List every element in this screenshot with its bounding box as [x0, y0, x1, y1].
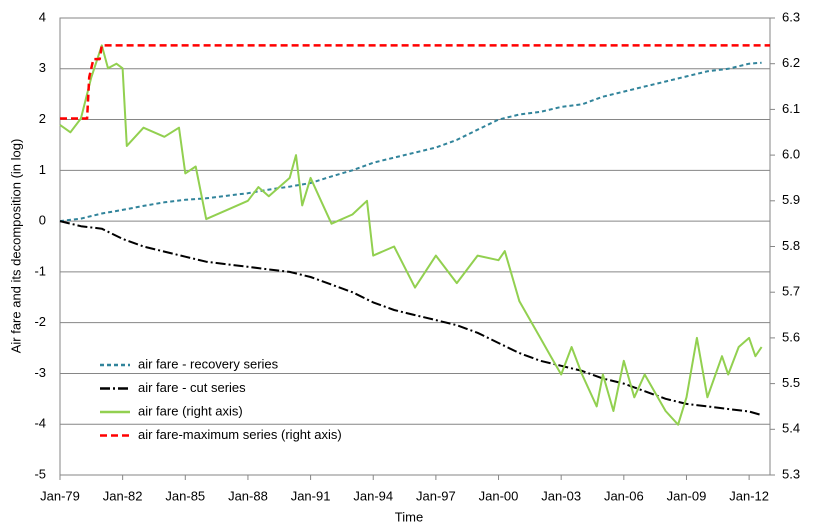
y-tick-label: -4	[34, 416, 46, 431]
plot-border	[59, 17, 771, 476]
x-tick-label: Jan-00	[479, 488, 519, 503]
series-line	[59, 61, 762, 223]
series-line	[60, 44, 770, 120]
legend-label: air fare-maximum series (right axis)	[138, 427, 342, 442]
y-tick-label: 3	[39, 60, 46, 75]
x-tick-label: Jan-91	[291, 488, 331, 503]
y2-tick-label: 6.2	[782, 55, 800, 70]
y2-tick-label: 6.0	[782, 147, 800, 162]
y2-tick-label: 5.4	[782, 421, 800, 436]
y2-tick-label: 5.3	[782, 466, 800, 481]
x-tick-label: Jan-06	[604, 488, 644, 503]
y2-tick-label: 5.5	[782, 375, 800, 390]
series-line	[59, 220, 762, 417]
y2-tick-label: 5.7	[782, 284, 800, 299]
x-tick-label: Jan-94	[353, 488, 393, 503]
x-tick-label: Jan-82	[103, 488, 143, 503]
x-tick-label: Jan-97	[416, 488, 456, 503]
y-tick-label: -1	[34, 263, 46, 278]
x-axis-label: Time	[395, 509, 423, 524]
y-tick-label: 2	[39, 111, 46, 126]
y-axis-label: Air fare and its decomposition (in log)	[8, 139, 23, 354]
x-tick-label: Jan-12	[729, 488, 769, 503]
y-tick-label: 0	[39, 213, 46, 228]
y-tick-label: 1	[39, 162, 46, 177]
y2-tick-label: 6.3	[782, 9, 800, 24]
y-tick-label: -5	[34, 466, 46, 481]
y-tick-label: 4	[39, 9, 46, 24]
legend-label: air fare (right axis)	[138, 403, 243, 418]
x-tick-label: Jan-79	[40, 488, 80, 503]
y2-tick-label: 5.9	[782, 192, 800, 207]
x-tick-label: Jan-85	[165, 488, 205, 503]
x-tick-label: Jan-03	[541, 488, 581, 503]
y2-tick-label: 5.8	[782, 238, 800, 253]
y2-tick-label: 6.1	[782, 101, 800, 116]
x-tick-label: Jan-09	[667, 488, 707, 503]
legend-label: air fare - recovery series	[138, 356, 279, 371]
y2-tick-label: 5.6	[782, 329, 800, 344]
legend-label: air fare - cut series	[138, 380, 246, 395]
series-line	[59, 44, 763, 426]
y-tick-label: -3	[34, 365, 46, 380]
x-tick-label: Jan-88	[228, 488, 268, 503]
y-tick-label: -2	[34, 314, 46, 329]
